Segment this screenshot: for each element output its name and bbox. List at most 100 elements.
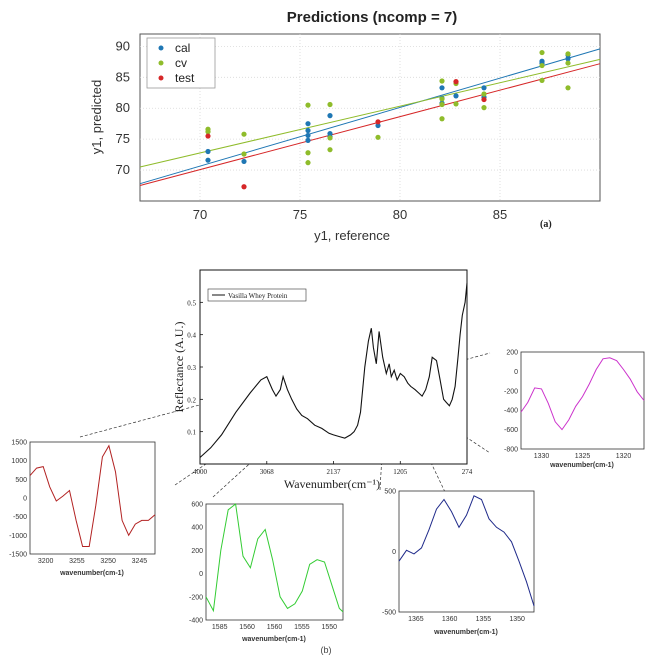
- legend-cal-label: cal: [175, 41, 190, 55]
- legend-cv-marker: [158, 60, 164, 66]
- spectrum-chart: 4000 3068 2137 1205 274 0.1 0.2 0.3 0.4 0.5 Vasi…: [172, 269, 473, 491]
- spectrum-legend: Vasilla Whey Protein: [207, 288, 307, 302]
- inset-1360-chart: 500 0 -500 1365 1360 1355 1350 wavenumber(cm-1…: [382, 489, 535, 636]
- cv-point: [327, 101, 333, 108]
- inset-1580-x-tick-label: 1560: [239, 624, 255, 631]
- inset-3200-y-tick-label: 0: [23, 496, 27, 503]
- cv-point: [439, 116, 445, 122]
- cv-point: [205, 126, 211, 132]
- cal-point: [205, 148, 211, 155]
- cv-point: [305, 150, 311, 156]
- inset-1325-y-tick-label: -600: [504, 427, 518, 434]
- predictions-legend: cal cv test: [146, 37, 216, 89]
- legend-cal-marker: [158, 45, 164, 51]
- inset-1325-x-label: wavenumber(cm-1): [549, 462, 614, 469]
- inset-1580-y-tick-label: 0: [199, 571, 203, 578]
- inset-3200-y-tick-label: 500: [15, 477, 27, 484]
- inset-3200-y-tick-label: 1000: [11, 458, 27, 465]
- predictions-x-ticks: 70 75 80 85: [193, 207, 507, 222]
- inset-1580-content: 600 400 200 0 -200 -400 1585 1560 1560 1555 1550: [189, 502, 344, 631]
- cal-point: [327, 113, 333, 119]
- cv-point: [565, 85, 571, 91]
- test-fit-line: [139, 63, 601, 187]
- cv-point: [327, 147, 333, 153]
- inset-1325-chart: 200 0 -200 -400 -600 -800 1330 1325 1320 wavenum…: [504, 350, 645, 469]
- spectrum-x-label: Wavenumber(cm⁻¹): [284, 477, 380, 491]
- spectrum-x-ticks: 4000 3068 2137 1205 274: [193, 461, 473, 476]
- inset-3200-x-tick-label: 3250: [100, 558, 116, 565]
- y-tick-label: 70: [116, 162, 130, 177]
- cv-point: [375, 134, 381, 140]
- inset-1325-plot-area: [520, 351, 645, 450]
- inset-3200-y-tick-label: -500: [13, 514, 27, 521]
- spectrum-x-tick-label: 3068: [260, 468, 275, 476]
- spectrum-x-tick-label: 2137: [327, 468, 342, 476]
- test-point: [453, 79, 459, 85]
- cv-point: [539, 62, 545, 69]
- cv-point: [305, 102, 311, 108]
- legend-test-label: test: [175, 71, 195, 85]
- inset-1325-x-tick-label: 1320: [616, 453, 632, 460]
- cal-point: [375, 122, 381, 129]
- cal-point: [305, 127, 311, 134]
- inset-1325-line: [520, 357, 645, 431]
- predictions-plot-area: [139, 33, 601, 202]
- x-tick-label: 85: [493, 207, 507, 222]
- inset-1360-x-tick-label: 1355: [476, 616, 492, 623]
- cv-point: [439, 78, 445, 84]
- inset-1580-x-tick-label: 1585: [212, 624, 228, 631]
- inset-3200-content: 1500 1000 500 0 -500 -1000 -1500 3200 3255 3250 32…: [9, 440, 156, 565]
- inset-1360-line: [398, 495, 535, 607]
- cal-point: [481, 85, 487, 91]
- x-tick-label: 70: [193, 207, 207, 222]
- predictions-fit-lines: [139, 48, 601, 187]
- spectrum-y-tick-label: 0.2: [187, 396, 196, 404]
- inset-1360-y-tick-label: -500: [382, 610, 396, 617]
- inset-1580-x-tick-label: 1560: [267, 624, 283, 631]
- inset-3200-chart: 1500 1000 500 0 -500 -1000 -1500 3200 3255 3250 32…: [9, 440, 156, 577]
- predictions-chart: Predictions (ncomp = 7) 70 75 80 85 70 75 80 8…: [89, 9, 601, 243]
- inset-1360-x-tick-label: 1360: [442, 616, 458, 623]
- predictions-title: Predictions (ncomp = 7): [287, 9, 457, 26]
- inset-1360-y-tick-label: 0: [392, 549, 396, 556]
- inset-3200-y-tick-label: -1000: [9, 533, 27, 540]
- cal-point: [305, 121, 311, 127]
- y-tick-label: 80: [116, 100, 130, 115]
- cv-point: [565, 51, 571, 57]
- predictions-points: [205, 49, 571, 190]
- inset-3200-x-tick-label: 3200: [38, 558, 54, 565]
- inset-1580-chart: 600 400 200 0 -200 -400 1585 1560 1560 1555 1550 w…: [189, 502, 344, 643]
- cal-point: [539, 58, 545, 64]
- connector-line: [79, 391, 249, 438]
- cv-point: [241, 151, 247, 157]
- cv-point: [241, 131, 247, 137]
- spectrum-plot-area: [199, 269, 468, 465]
- inset-1580-y-tick-label: -200: [189, 594, 203, 601]
- cv-point: [439, 96, 445, 102]
- inset-1580-y-tick-label: 600: [191, 502, 203, 509]
- x-tick-label: 75: [293, 207, 307, 222]
- inset-3200-x-label: wavenumber(cm-1): [59, 570, 124, 577]
- y-tick-label: 90: [116, 38, 130, 53]
- spectrum-y-tick-label: 0.1: [187, 429, 196, 437]
- cal-point: [453, 93, 459, 99]
- inset-1360-x-tick-label: 1350: [509, 616, 525, 623]
- spectrum-line-group: [199, 282, 468, 458]
- predictions-y-ticks: 70 75 80 85 90: [116, 38, 130, 177]
- x-tick-label: 80: [393, 207, 407, 222]
- cal-point: [241, 158, 247, 165]
- cal-fit-line: [139, 48, 601, 185]
- inset-1580-y-tick-label: 200: [191, 548, 203, 555]
- y-tick-label: 85: [116, 69, 130, 84]
- inset-1580-x-label: wavenumber(cm-1): [241, 636, 306, 643]
- inset-1325-y-tick-label: 0: [514, 369, 518, 376]
- inset-1325-y-tick-label: -200: [504, 388, 518, 395]
- inset-1580-x-tick-label: 1550: [322, 624, 338, 631]
- spectrum-legend-label: Vasilla Whey Protein: [228, 292, 288, 300]
- cv-point: [539, 49, 545, 56]
- predictions-y-label: y1, predicted: [89, 80, 104, 154]
- inset-1360-plot-area: [398, 490, 535, 613]
- spectrum-y-tick-label: 0.5: [187, 299, 196, 307]
- spectrum-x-tick-label: 4000: [193, 468, 208, 476]
- inset-1580-plot-area: [205, 503, 344, 621]
